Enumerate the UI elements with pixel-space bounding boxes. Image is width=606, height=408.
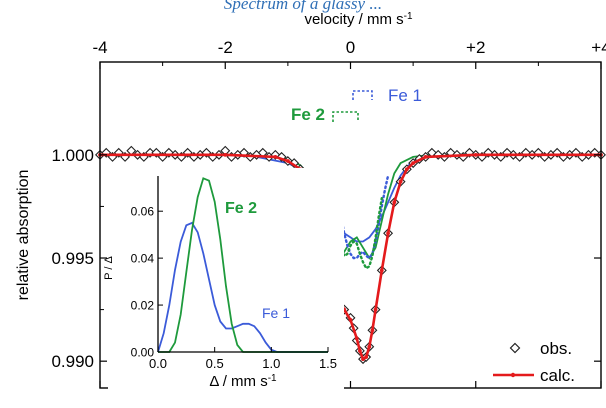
inset-x-tick-label: 1.5 (319, 356, 337, 371)
inset-y-tick-label: 0.06 (131, 205, 155, 219)
calc-point (398, 179, 403, 184)
inset-x-tick-label: 0.0 (149, 356, 167, 371)
legend-calc-marker (510, 372, 516, 378)
obs-point (589, 147, 600, 158)
obs-point (502, 147, 513, 158)
calc-point (354, 336, 359, 341)
legend-calc-label: calc. (540, 366, 575, 385)
inset-curve-fe2 (158, 177, 328, 353)
calc-point (364, 355, 369, 359)
figure-caption: Spectrum of a glassy ... (223, 0, 383, 13)
x-tick-label: -4 (92, 38, 107, 57)
x-tick-label: +2 (466, 38, 485, 57)
inset-y-axis-label: P / Δ (103, 256, 115, 280)
calc-point (379, 268, 384, 273)
inset-y-tick-label: 0.04 (131, 252, 155, 266)
calc-point (361, 357, 365, 362)
legend: obs. calc. (493, 339, 575, 385)
calc-point (473, 152, 478, 157)
obs-point (182, 147, 193, 158)
calc-point (223, 152, 228, 157)
fe1-doublet-marker (352, 90, 373, 100)
main-y-axis-label: relative absorption (15, 170, 32, 301)
obs-point (483, 147, 494, 158)
calc-point (370, 328, 375, 333)
calc-point (386, 231, 390, 236)
y-tick-label: 0.990 (51, 352, 94, 371)
y-tick-label: 0.995 (51, 249, 94, 268)
inset-x-tick-label: 1.0 (262, 356, 280, 371)
fe2-component-label: Fe 2 (291, 105, 325, 124)
legend-obs-label: obs. (540, 339, 572, 358)
inset-fe2-label: Fe 2 (225, 200, 257, 217)
calc-point (404, 167, 409, 172)
calc-point (348, 318, 353, 322)
obs-point (533, 147, 544, 158)
y-tick-label: 1.000 (51, 146, 94, 165)
inset-x-tick-label: 0.5 (206, 356, 224, 371)
calc-point (273, 155, 278, 159)
calc-point (373, 307, 378, 312)
legend-obs-marker (509, 342, 521, 354)
x-tick-label: +4 (591, 38, 606, 57)
inset-y-tick-label: 0.00 (131, 346, 155, 360)
calc-point (285, 159, 290, 163)
calc-point (423, 155, 428, 159)
inset-x-axis-label: Δ / mm s-1 (209, 373, 277, 391)
inset-y-tick-label: 0.02 (131, 299, 155, 313)
calc-point (367, 344, 372, 349)
fe2-doublet-marker (332, 111, 359, 122)
obs-point (570, 147, 581, 158)
obs-point (201, 147, 212, 158)
calc-point (411, 161, 416, 166)
inset-fe1-label: Fe 1 (262, 305, 290, 321)
obs-point (239, 147, 250, 158)
calc-point (392, 200, 397, 205)
series-dotted-2 (327, 174, 383, 271)
main-x-axis-label: velocity / mm s-1 (304, 11, 413, 29)
obs-point (520, 147, 531, 158)
x-tick-label: -2 (218, 38, 233, 57)
x-tick-label: 0 (346, 38, 355, 57)
fe1-component-label: Fe 1 (388, 86, 422, 105)
calc-point (357, 348, 362, 353)
inset-curve-fe1 (157, 221, 328, 353)
